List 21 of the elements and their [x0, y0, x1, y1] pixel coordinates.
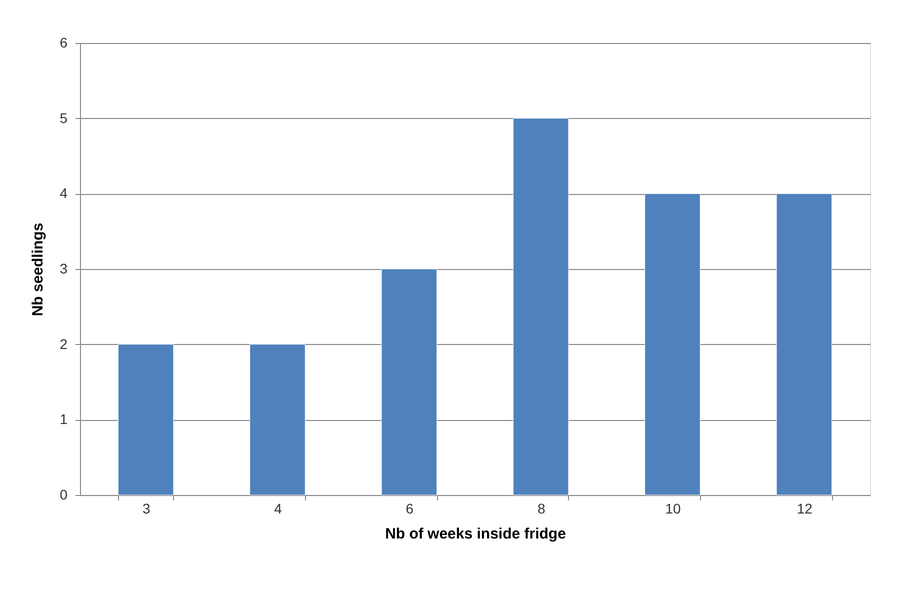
bar [776, 193, 832, 496]
x-tick-label: 6 [406, 500, 414, 516]
x-tick-label: 3 [142, 500, 150, 516]
x-axis-title: Nb of weeks inside fridge [385, 526, 566, 542]
bar [512, 118, 569, 496]
y-tick-label: 2 [60, 336, 68, 352]
bar [250, 344, 306, 496]
y-tick-label: 5 [60, 110, 68, 126]
x-tick-label: 8 [537, 500, 546, 516]
x-tick-label: 10 [665, 500, 681, 516]
y-tick-label: 3 [60, 260, 68, 276]
y-tick-label: 4 [60, 185, 68, 202]
bar [381, 268, 438, 496]
bar [644, 193, 700, 496]
x-tick-label: 4 [274, 500, 282, 516]
y-tick-label: 6 [60, 34, 68, 50]
y-tick-label: 1 [60, 411, 68, 428]
y-axis-title: Nb seedlings [30, 222, 47, 316]
x-tick-label: 12 [796, 500, 813, 516]
bar [118, 344, 174, 496]
y-tick-label: 0 [60, 486, 68, 502]
